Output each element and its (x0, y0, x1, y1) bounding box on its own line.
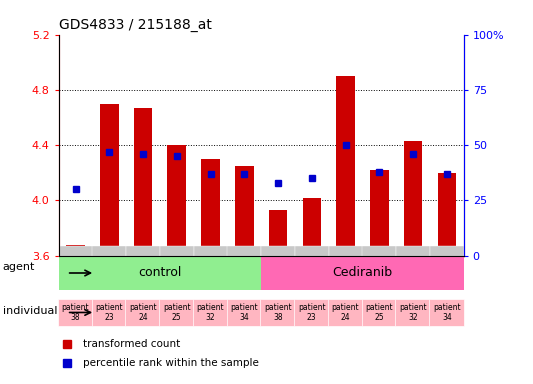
Text: GSM807207: GSM807207 (341, 258, 350, 309)
Text: GSM807204: GSM807204 (71, 258, 80, 309)
Text: patient
23: patient 23 (95, 303, 123, 322)
Text: control: control (138, 266, 182, 280)
Text: GSM807210: GSM807210 (172, 258, 181, 309)
Text: patient
38: patient 38 (264, 303, 292, 322)
Bar (438, 173, 456, 256)
Text: patient
24: patient 24 (129, 303, 157, 322)
Text: individual: individual (3, 306, 57, 316)
Text: GSM807213: GSM807213 (442, 258, 451, 309)
Text: patient
32: patient 32 (399, 303, 427, 322)
Bar (134, 108, 152, 256)
Text: GSM807206: GSM807206 (105, 258, 114, 309)
Text: GSM807205: GSM807205 (308, 258, 316, 309)
Bar (404, 141, 422, 256)
Bar (235, 166, 254, 256)
Text: GSM807212: GSM807212 (206, 258, 215, 309)
Text: GDS4833 / 215188_at: GDS4833 / 215188_at (59, 18, 212, 32)
Bar (100, 104, 118, 256)
Bar (66, 245, 85, 256)
Text: GSM807209: GSM807209 (375, 258, 384, 309)
Text: GSM807211: GSM807211 (409, 258, 417, 309)
Bar (59, 256, 261, 290)
Text: agent: agent (3, 262, 35, 272)
Text: patient
34: patient 34 (230, 303, 258, 322)
Text: patient
38: patient 38 (62, 303, 90, 322)
Text: patient
25: patient 25 (366, 303, 393, 322)
Text: GSM807214: GSM807214 (240, 258, 249, 309)
Text: GSM807203: GSM807203 (273, 258, 282, 309)
Text: patient
34: patient 34 (433, 303, 461, 322)
Text: transformed count: transformed count (83, 339, 180, 349)
Text: Cediranib: Cediranib (333, 266, 392, 280)
Bar (336, 76, 355, 256)
Text: percentile rank within the sample: percentile rank within the sample (83, 358, 259, 368)
Text: patient
25: patient 25 (163, 303, 191, 322)
Text: patient
24: patient 24 (332, 303, 359, 322)
Bar (261, 256, 464, 290)
Bar (201, 159, 220, 256)
Text: patient
32: patient 32 (197, 303, 224, 322)
Text: patient
23: patient 23 (298, 303, 326, 322)
Text: GSM807208: GSM807208 (139, 258, 148, 309)
Bar (269, 210, 287, 256)
Bar (303, 198, 321, 256)
Bar (167, 145, 186, 256)
Bar (370, 170, 389, 256)
